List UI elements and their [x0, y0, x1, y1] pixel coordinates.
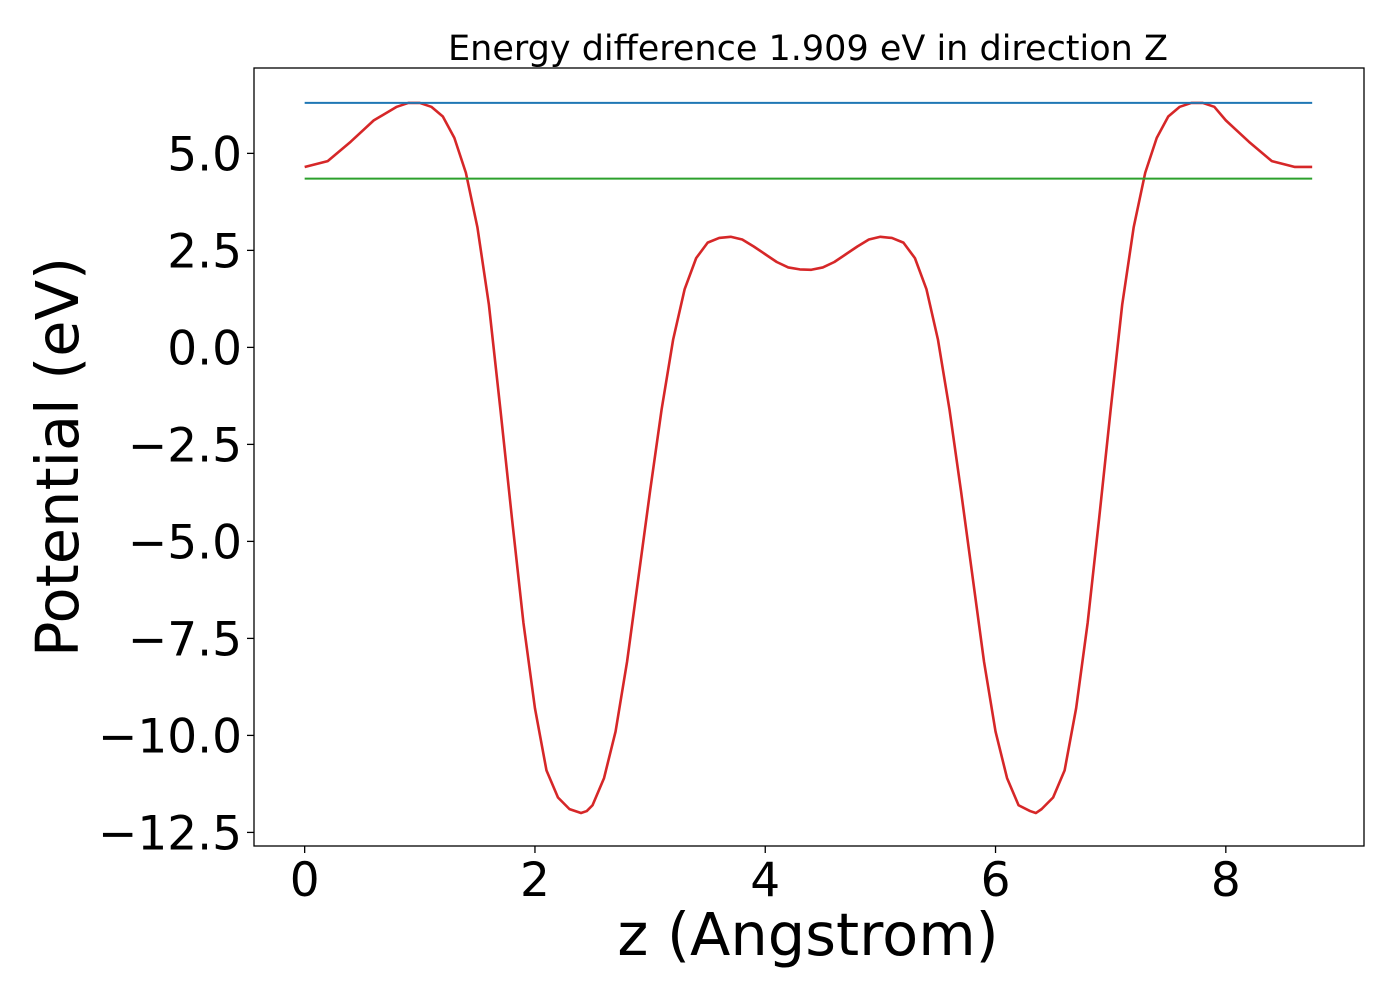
x-axis-label: z (Angstrom) — [617, 900, 998, 969]
y-tick-label: 2.5 — [167, 224, 242, 279]
y-axis-ticks: 5.0 2.5 0.0 −2.5 −5.0 −7.5 −10.0 −12.5 — [98, 127, 254, 861]
y-axis-label: Potential (eV) — [23, 257, 92, 657]
series-layer — [304, 101, 1313, 815]
y-tick-label: −2.5 — [128, 418, 242, 473]
x-tick-label: 0 — [290, 853, 320, 908]
x-axis-ticks: 0 2 4 6 8 — [290, 846, 1241, 908]
plot-frame — [253, 67, 1365, 847]
y-tick-label: −7.5 — [128, 612, 242, 667]
y-tick-label: 0.0 — [167, 321, 242, 376]
x-tick-label: 6 — [981, 853, 1011, 908]
potential-line — [304, 101, 1313, 815]
x-tick-label: 2 — [520, 853, 550, 908]
y-tick-label: −12.5 — [98, 806, 242, 861]
y-tick-label: 5.0 — [167, 127, 242, 182]
chart-title: Energy difference 1.909 eV in direction … — [448, 29, 1168, 69]
y-tick-label: −10.0 — [98, 709, 242, 764]
y-tick-label: −5.0 — [128, 515, 242, 570]
x-tick-label: 4 — [750, 853, 780, 908]
x-tick-label: 8 — [1211, 853, 1241, 908]
